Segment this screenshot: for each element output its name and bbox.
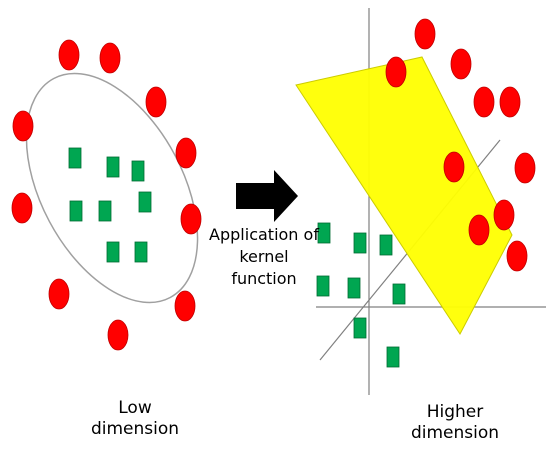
red-circle-4 — [12, 110, 34, 142]
green-square-4 — [69, 200, 83, 222]
red-circle-10 — [107, 319, 129, 351]
red-circle-5 — [499, 86, 521, 118]
transform-arrow — [236, 170, 298, 222]
kernel-label-line-1: Application of — [209, 225, 319, 244]
high-red-points — [385, 18, 536, 272]
green-square-2 — [106, 156, 120, 178]
red-circle-8 — [468, 214, 490, 246]
green-square-1 — [317, 222, 331, 244]
red-circle-10 — [506, 240, 528, 272]
high-dimension-panel — [295, 8, 546, 395]
low-label-line-2: dimension — [90, 419, 180, 439]
green-square-1 — [68, 147, 82, 169]
red-circle-7 — [180, 203, 202, 235]
green-square-4 — [316, 275, 330, 297]
green-square-7 — [353, 317, 367, 339]
green-square-3 — [379, 234, 393, 256]
red-circle-2 — [99, 42, 121, 74]
red-circle-1 — [58, 39, 80, 71]
green-square-8 — [134, 241, 148, 263]
red-circle-4 — [473, 86, 495, 118]
red-circle-3 — [450, 48, 472, 80]
red-circle-3 — [145, 86, 167, 118]
red-circle-5 — [175, 137, 197, 169]
green-square-5 — [98, 200, 112, 222]
green-square-2 — [353, 232, 367, 254]
green-square-8 — [386, 346, 400, 368]
low-red-points — [11, 39, 202, 351]
higher-dimension-label: Higher dimension — [400, 402, 510, 444]
high-label-line-1: Higher — [426, 402, 484, 422]
low-label-line-1: Low — [118, 398, 152, 418]
red-circle-6 — [11, 192, 33, 224]
green-square-3 — [131, 160, 145, 182]
red-circle-9 — [174, 290, 196, 322]
kernel-label-line-3: function — [231, 269, 297, 288]
green-square-6 — [392, 283, 406, 305]
red-circle-8 — [48, 278, 70, 310]
low-green-points — [68, 147, 152, 263]
green-square-7 — [106, 241, 120, 263]
kernel-function-label: Application of kernel function — [208, 224, 320, 290]
red-circle-6 — [443, 151, 465, 183]
green-square-6 — [138, 191, 152, 213]
kernel-label-line-2: kernel — [239, 247, 289, 266]
low-dimension-label: Low dimension — [80, 398, 190, 440]
red-circle-9 — [493, 199, 515, 231]
red-circle-1 — [414, 18, 436, 50]
high-green-points — [316, 222, 406, 368]
red-circle-2 — [385, 56, 407, 88]
high-label-line-2: dimension — [410, 423, 500, 443]
separating-hyperplane — [295, 56, 513, 335]
green-square-5 — [347, 277, 361, 299]
red-circle-7 — [514, 152, 536, 184]
class-boundary-ellipse — [25, 72, 199, 304]
low-dimension-panel — [11, 39, 202, 351]
